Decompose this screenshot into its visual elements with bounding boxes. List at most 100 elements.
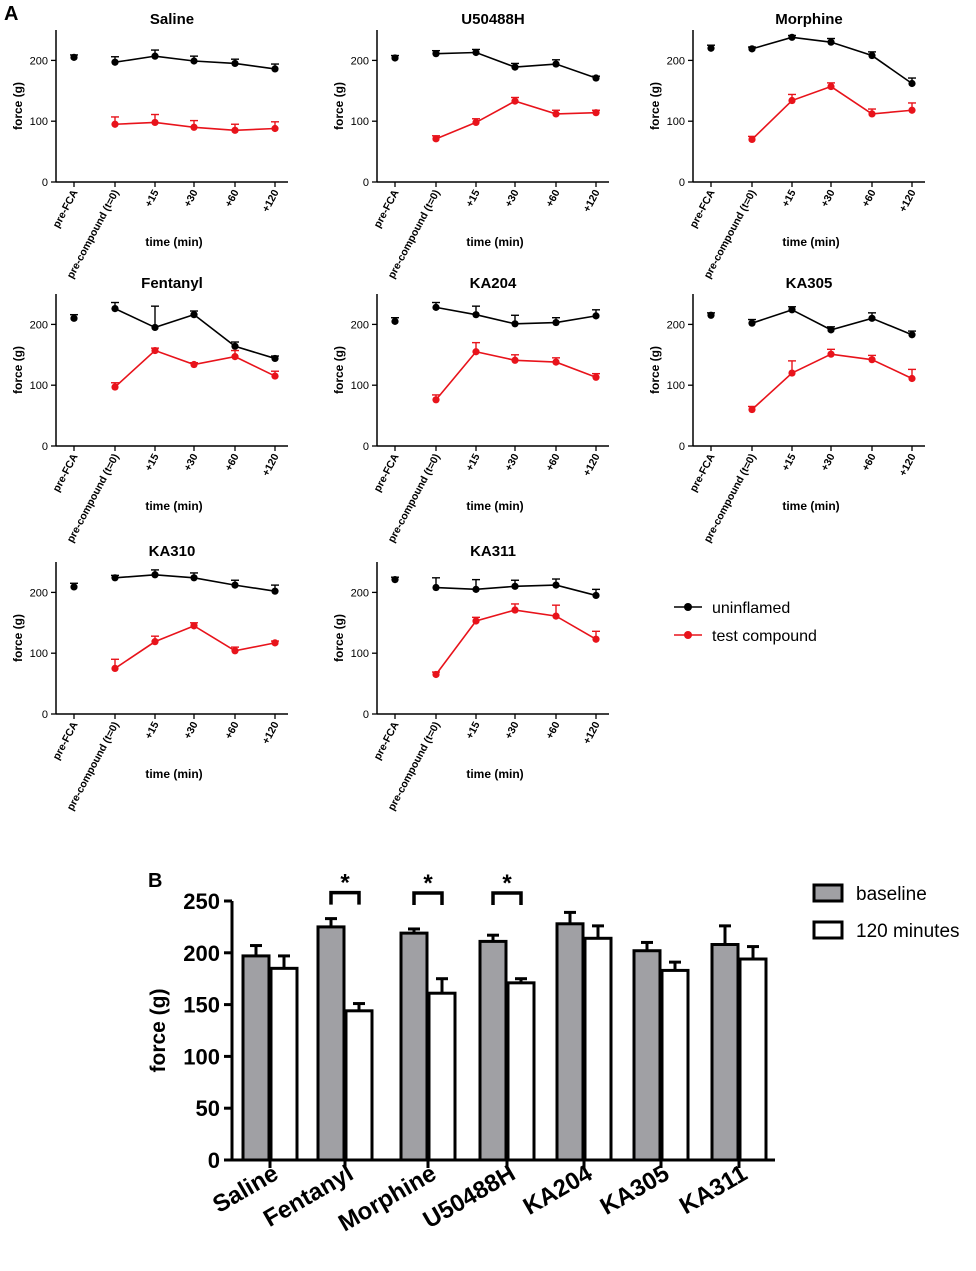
panel-label-b: B — [148, 870, 162, 892]
data-point-uninflamed — [231, 581, 239, 589]
bar-baseline — [632, 949, 662, 1162]
chart-title-ka204: KA204 — [470, 275, 517, 292]
data-point-uninflamed — [151, 571, 159, 579]
bar-after — [583, 936, 613, 1162]
data-point-uninflamed — [592, 591, 600, 600]
y-axis-label: force (g) — [332, 82, 346, 130]
x-tick-label: +15 — [464, 452, 483, 474]
x-tick-label: +60 — [223, 720, 242, 742]
bar-baseline — [555, 922, 585, 1162]
data-point-uninflamed — [511, 582, 519, 590]
x-tick-label: pre-FCA — [372, 719, 402, 762]
data-point-test — [190, 360, 198, 369]
data-point-uninflamed — [472, 585, 480, 593]
x-tick-label: pre-FCA — [372, 451, 402, 494]
data-point-test — [111, 383, 119, 391]
bar-baseline — [710, 943, 740, 1162]
x-axis-label: time (min) — [145, 235, 202, 249]
significance-star: * — [423, 870, 433, 897]
data-point-test — [231, 647, 239, 655]
data-point-uninflamed — [552, 581, 560, 589]
data-point-test — [190, 622, 198, 630]
x-tick-label: +15 — [780, 188, 799, 210]
y-tick-label: 0 — [42, 709, 48, 721]
data-point-test — [868, 110, 876, 118]
y-axis-label: force (g) — [11, 82, 25, 130]
y-axis-label: force (g) — [332, 346, 346, 394]
y-tick-label: 0 — [363, 709, 369, 721]
data-point-uninflamed — [827, 326, 835, 334]
x-tick-label: +30 — [182, 452, 201, 474]
data-point-uninflamed — [111, 304, 119, 313]
y-axis-label: force (g) — [11, 614, 25, 662]
series-line-test — [114, 624, 276, 670]
data-point-uninflamed — [827, 38, 835, 46]
y-tick-label: 100 — [667, 380, 685, 392]
data-point-test — [592, 373, 600, 381]
y-axis-label-b: force (g) — [147, 989, 170, 1073]
data-point-uninflamed — [432, 303, 440, 311]
x-tick-label: +120 — [260, 188, 282, 215]
x-tick-label: +120 — [581, 720, 603, 747]
data-point-test — [111, 664, 119, 673]
data-point-uninflamed — [70, 583, 78, 591]
y-tick-label: 0 — [363, 441, 369, 453]
x-tick-label: pre-FCA — [51, 451, 81, 494]
data-point-test — [472, 617, 480, 625]
bar-baseline — [316, 925, 346, 1162]
x-tick-label: pre-FCA — [372, 187, 402, 230]
y-tick-label-b: 150 — [183, 993, 220, 1018]
data-point-uninflamed — [511, 63, 519, 71]
y-tick-label: 100 — [30, 116, 48, 128]
x-axis-label: time (min) — [145, 767, 202, 781]
data-point-uninflamed — [391, 576, 399, 584]
data-point-uninflamed — [472, 311, 480, 319]
data-point-test — [592, 635, 600, 643]
x-tick-label: pre-FCA — [688, 451, 718, 494]
y-tick-label: 0 — [42, 177, 48, 189]
data-point-test — [271, 124, 279, 133]
x-tick-label: +15 — [143, 452, 162, 474]
x-tick-label: pre-FCA — [51, 187, 81, 230]
data-point-test — [552, 358, 560, 366]
x-tick-label: +15 — [464, 720, 483, 742]
data-point-test — [511, 97, 519, 105]
y-axis-label: force (g) — [332, 614, 346, 662]
data-point-uninflamed — [111, 58, 119, 66]
data-point-uninflamed — [868, 314, 876, 322]
data-point-uninflamed — [391, 54, 399, 62]
data-point-uninflamed — [190, 57, 198, 65]
y-tick-label-b: 0 — [208, 1148, 220, 1173]
x-tick-label-b: KA204 — [519, 1159, 598, 1220]
data-point-test — [111, 120, 119, 128]
data-point-test — [151, 346, 159, 355]
data-point-test — [231, 126, 239, 134]
y-tick-label: 200 — [30, 319, 48, 331]
y-tick-label: 0 — [363, 177, 369, 189]
x-tick-label: +30 — [819, 452, 838, 474]
data-point-test — [472, 348, 480, 356]
x-tick-label: +60 — [544, 452, 563, 474]
data-point-uninflamed — [592, 74, 600, 82]
x-tick-label: pre-FCA — [688, 187, 718, 230]
y-tick-label: 200 — [351, 587, 369, 599]
significance-bracket — [491, 891, 523, 905]
data-point-uninflamed — [432, 583, 440, 592]
data-point-test — [592, 109, 600, 117]
x-tick-label: +120 — [897, 452, 919, 479]
data-point-uninflamed — [271, 65, 279, 73]
data-point-uninflamed — [151, 52, 159, 60]
data-point-test — [271, 372, 279, 380]
y-axis-label: force (g) — [648, 346, 662, 394]
bar-after — [506, 981, 536, 1162]
y-tick-label: 100 — [351, 116, 369, 128]
data-point-uninflamed — [788, 33, 796, 41]
significance-star: * — [340, 870, 350, 897]
data-point-uninflamed — [231, 59, 239, 68]
y-tick-label-b: 100 — [183, 1044, 220, 1069]
